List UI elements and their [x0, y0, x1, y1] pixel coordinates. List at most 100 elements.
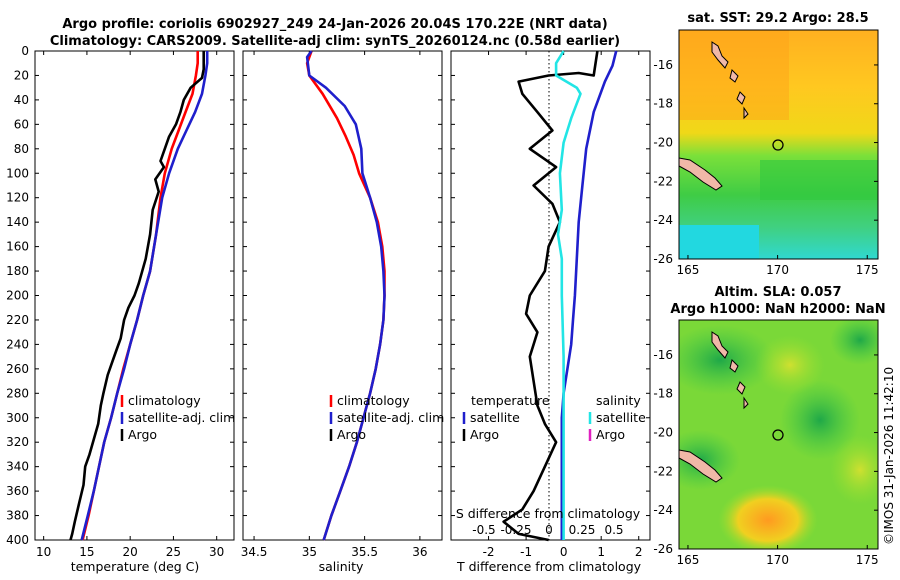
sla-map-axes: [678, 319, 879, 550]
x-tick-label: 35.5: [351, 545, 378, 559]
temperature-panel: 10 15 20 25 30020406080100120140160180200220…: [6, 44, 235, 574]
legend-label-climatology: climatology: [128, 393, 201, 408]
s-tick-label: 0: [545, 523, 553, 537]
salinity-xlabel: salinity: [319, 559, 364, 574]
map-x-tick-label: 175: [856, 553, 879, 567]
map-y-tick-label: -18: [653, 97, 673, 111]
x-tick-label: 25: [166, 545, 181, 559]
legend-label-climatology: climatology: [337, 393, 410, 408]
series-line-s-satellite: [554, 50, 582, 540]
y-tick-label: 160: [6, 240, 29, 254]
s-tick-label: 0.25: [569, 523, 596, 537]
legend-label-t-argo: Argo: [470, 427, 499, 442]
x-tick-label: 0: [560, 545, 568, 559]
y-tick-label: 120: [6, 191, 29, 205]
y-tick-label: 180: [6, 264, 29, 278]
imos-watermark: ©IMOS 31-Jan-2026 11:42:10: [882, 367, 896, 545]
y-tick-label: 380: [6, 509, 29, 523]
sla-orange: [718, 485, 818, 549]
legend-label-s-argo: Argo: [596, 427, 625, 442]
y-tick-label: 100: [6, 166, 29, 180]
salinity-panel: 34.5 35 35.5 36 salinity: [241, 50, 443, 574]
sst-map-title: sat. SST: 29.2 Argo: 28.5: [687, 11, 868, 26]
x-tick-label: 10: [36, 545, 51, 559]
vanuatu-islands: [711, 41, 749, 120]
x-tick-label: -2: [483, 545, 495, 559]
sla-yellow-a: [755, 335, 825, 395]
sla-map-title-1: Altim. SLA: 0.057: [715, 285, 842, 300]
sla-map-title-2: Argo h1000: NaN h2000: NaN: [670, 302, 885, 317]
series-line-satellite-adj-clim: [80, 51, 209, 541]
legend-title-salinity: salinity: [596, 393, 641, 408]
y-tick-label: 260: [6, 362, 29, 376]
series-line-satellite-adj-clim: [305, 50, 386, 541]
s-tick-label: 0.5: [604, 523, 623, 537]
y-tick-label: 0: [21, 44, 29, 58]
temperature-legend: climatology satellite-adj. clim Argo: [120, 393, 235, 442]
x-tick-label: 2: [635, 545, 643, 559]
map-y-tick-label: -18: [653, 387, 673, 401]
sla-green-a: [679, 325, 775, 395]
map-x-tick-label: 165: [677, 553, 700, 567]
legend-label-t-satellite: satellite: [470, 410, 520, 425]
difference-panel: -2 -1 0 1 2-0.5 -0.25 0 0.25 0.5 S difference fr…: [450, 50, 651, 574]
x-tick-label: 1: [597, 545, 605, 559]
difference-axes: [450, 50, 651, 541]
salinity-legend: climatology satellite-adj. clim Argo: [329, 393, 444, 442]
y-tick-label: 20: [14, 68, 29, 82]
sst-cyan-patch: [679, 225, 759, 259]
sst-map-axes: [678, 29, 879, 260]
temperature-xlabel: temperature (deg C): [71, 559, 200, 574]
y-tick-label: 340: [6, 460, 29, 474]
map-y-tick-label: -20: [653, 136, 673, 150]
x-tick-label: 35: [302, 545, 317, 559]
y-tick-label: 280: [6, 386, 29, 400]
sla-map-panel: Altim. SLA: 0.057 Argo h1000: NaN h2000:…: [653, 285, 885, 567]
legend-label-satellite-adj: satellite-adj. clim: [128, 410, 235, 425]
y-tick-label: 60: [14, 117, 29, 131]
difference-legend: temperature satellite Argo salinity sate…: [462, 393, 646, 442]
y-tick-label: 320: [6, 435, 29, 449]
y-tick-label: 140: [6, 215, 29, 229]
legend-label-satellite-adj: satellite-adj. clim: [337, 410, 444, 425]
sst-field: [679, 30, 878, 259]
x-tick-label: 34.5: [241, 545, 268, 559]
map-y-tick-label: -24: [653, 213, 673, 227]
map-x-tick-label: 170: [766, 553, 789, 567]
x-tick-label: 20: [123, 545, 138, 559]
sla-green-c: [830, 320, 878, 365]
legend-label-argo: Argo: [337, 427, 366, 442]
x-tick-label: 30: [209, 545, 224, 559]
y-tick-label: 300: [6, 411, 29, 425]
x-tick-label: 36: [412, 545, 427, 559]
map-y-tick-label: -16: [653, 58, 673, 72]
title-line-1: Argo profile: coriolis 6902927_249 24-Ja…: [62, 17, 607, 32]
map-x-tick-label: 170: [766, 263, 789, 277]
x-tick-label: 15: [79, 545, 94, 559]
y-tick-label: 400: [6, 533, 29, 547]
y-tick-label: 80: [14, 142, 29, 156]
sla-argo-marker: [772, 429, 784, 441]
salinity-axes: [242, 50, 443, 541]
series-line-t-argo: [502, 50, 599, 542]
s-tick-label: -0.5: [472, 523, 495, 537]
new-caledonia-coast: [679, 157, 723, 191]
map-y-tick-label: -24: [653, 503, 673, 517]
y-tick-label: 360: [6, 484, 29, 498]
s-difference-label: S difference from climatology: [456, 506, 641, 521]
sla-green-b: [780, 380, 860, 460]
vanuatu-islands: [711, 331, 749, 410]
series-line-climatology: [305, 50, 386, 541]
sst-map-panel: sat. SST: 29.2 Argo: 28.5 165 170 175 -16 -1…: [653, 11, 878, 277]
new-caledonia-coast: [679, 449, 723, 483]
map-y-tick-label: -20: [653, 426, 673, 440]
map-y-tick-label: -22: [653, 464, 673, 478]
title-line-2: Climatology: CARS2009. Satellite-adj cli…: [50, 34, 620, 49]
legend-title-temperature: temperature: [471, 393, 550, 408]
map-y-tick-label: -16: [653, 348, 673, 362]
series-line-argo: [69, 51, 205, 541]
map-y-tick-label: -26: [653, 252, 673, 266]
sla-green-d: [679, 430, 740, 490]
map-y-tick-label: -22: [653, 174, 673, 188]
